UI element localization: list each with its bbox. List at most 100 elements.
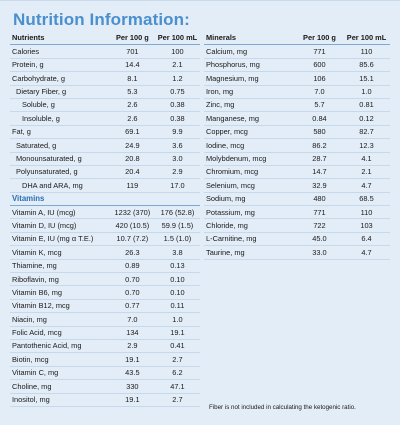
table-row: Sodium, mg 480 68.5 bbox=[204, 192, 390, 207]
per-100g-value: 480 bbox=[295, 192, 343, 207]
per-100g-value: 106 bbox=[295, 71, 343, 86]
per-100g-value: 330 bbox=[109, 379, 155, 394]
table-row: Vitamin D, IU (mcg) 420 (10.5) 59.9 (1.5) bbox=[10, 218, 200, 233]
table-row: Copper, mcg 580 82.7 bbox=[204, 125, 390, 140]
per-100ml-value: 0.11 bbox=[154, 299, 200, 314]
per-100ml-value: 0.41 bbox=[154, 339, 200, 354]
table-row: Chromium, mcg 14.7 2.1 bbox=[204, 165, 390, 180]
table-row: Molybdenum, mcg 28.7 4.1 bbox=[204, 152, 390, 166]
per-100g-value: 26.3 bbox=[109, 245, 155, 260]
per-100g-value: 722 bbox=[295, 218, 343, 233]
row-label: Selenium, mcg bbox=[204, 178, 296, 193]
per-100ml-value: 2.9 bbox=[154, 165, 200, 180]
table-row: Vitamin K, mcg 26.3 3.8 bbox=[10, 245, 200, 260]
row-label: Dietary Fiber, g bbox=[10, 85, 110, 99]
table-row: Magnesium, mg 106 15.1 bbox=[204, 71, 390, 86]
per-100ml-value: 1.0 bbox=[154, 312, 200, 327]
per-100ml-value: 0.75 bbox=[154, 85, 200, 99]
table-row: Soluble, g 2.6 0.38 bbox=[10, 98, 200, 113]
per-100ml-value: 3.8 bbox=[154, 245, 200, 260]
per-100g-value: 420 (10.5) bbox=[109, 218, 155, 233]
per-100ml-value: 3.6 bbox=[154, 138, 200, 153]
per-100ml-value: 2.7 bbox=[154, 393, 200, 407]
row-label: Carbohydrate, g bbox=[10, 71, 110, 86]
table-row: Selenium, mcg 32.9 4.7 bbox=[204, 178, 390, 193]
per-100g-value: 45.0 bbox=[295, 232, 343, 247]
per-100ml-value: 110 bbox=[343, 205, 390, 220]
per-100g-value: 7.0 bbox=[295, 85, 343, 99]
per-100g-value: 119 bbox=[109, 178, 155, 193]
page-title: Nutrition Information: bbox=[13, 10, 190, 29]
per-100g-value: 580 bbox=[295, 125, 343, 140]
nutrients-header-row: Nutrients Per 100 g Per 100 mL bbox=[10, 32, 200, 46]
row-label: Taurine, mg bbox=[204, 245, 296, 260]
per-100g-value: 20.8 bbox=[109, 152, 155, 166]
per-100g-value: 69.1 bbox=[109, 125, 155, 140]
per-100g-value: 7.0 bbox=[109, 312, 155, 327]
per-100ml-value: 4.7 bbox=[343, 178, 390, 193]
table-row: Chloride, mg 722 103 bbox=[204, 218, 390, 233]
row-label: Iron, mg bbox=[204, 85, 296, 99]
table-row: Protein, g 14.4 2.1 bbox=[10, 58, 200, 73]
table-row: Zinc, mg 5.7 0.81 bbox=[204, 98, 390, 113]
row-label: Magnesium, mg bbox=[204, 71, 296, 86]
row-label: Choline, mg bbox=[10, 379, 110, 394]
row-label: L-Carnitine, mg bbox=[204, 232, 296, 247]
row-label: DHA and ARA, mg bbox=[10, 178, 110, 193]
row-label: Calcium, mg bbox=[204, 44, 296, 59]
per-100ml-value: 1.2 bbox=[154, 71, 200, 86]
per-100ml-value: 0.38 bbox=[154, 98, 200, 113]
table-row: Fat, g 69.1 9.9 bbox=[10, 125, 200, 140]
per-100ml-value: 3.0 bbox=[154, 152, 200, 166]
table-row: Vitamin A, IU (mcg) 1232 (370) 176 (52.8) bbox=[10, 205, 200, 220]
per-100ml-value: 2.7 bbox=[154, 352, 200, 367]
section-header-row: Vitamins bbox=[10, 192, 200, 207]
row-label: Sodium, mg bbox=[204, 192, 296, 207]
per-100ml-value: 6.2 bbox=[154, 366, 200, 381]
table-row: Folic Acid, mcg 134 19.1 bbox=[10, 326, 200, 340]
ketogenic-footnote: Fiber is not included in calculating the… bbox=[209, 404, 356, 411]
row-label: Insoluble, g bbox=[10, 111, 110, 126]
per-100ml-value: 0.10 bbox=[154, 272, 200, 287]
column-header-per-100ml: Per 100 mL bbox=[154, 32, 200, 46]
per-100ml-value: 110 bbox=[343, 44, 390, 59]
per-100g-value: 701 bbox=[109, 44, 155, 59]
per-100g-value: 10.7 (7.2) bbox=[109, 232, 155, 247]
per-100ml-value: 1.0 bbox=[343, 85, 390, 99]
table-row: Calories 701 100 bbox=[10, 44, 200, 59]
nutrients-table: Nutrients Per 100 g Per 100 mL Calories 7… bbox=[10, 32, 200, 407]
per-100ml-value bbox=[154, 192, 200, 207]
per-100ml-value: 15.1 bbox=[343, 71, 390, 86]
per-100g-value: 2.6 bbox=[109, 98, 155, 113]
row-label: Fat, g bbox=[10, 125, 110, 140]
per-100ml-value: 82.7 bbox=[343, 125, 390, 140]
table-row: Calcium, mg 771 110 bbox=[204, 44, 390, 59]
row-label: Biotin, mcg bbox=[10, 352, 110, 367]
per-100ml-value: 85.6 bbox=[343, 58, 390, 73]
row-label: Folic Acid, mcg bbox=[10, 326, 110, 340]
row-label: Manganese, mg bbox=[204, 111, 296, 126]
per-100ml-value: 103 bbox=[343, 218, 390, 233]
per-100g-value: 2.9 bbox=[109, 339, 155, 354]
row-label: Chloride, mg bbox=[204, 218, 296, 233]
table-row: Vitamin B12, mcg 0.77 0.11 bbox=[10, 299, 200, 314]
per-100g-value: 33.0 bbox=[295, 245, 343, 260]
per-100g-value: 2.6 bbox=[109, 111, 155, 126]
per-100g-value bbox=[109, 192, 155, 207]
row-label: Potassium, mg bbox=[204, 205, 296, 220]
table-row: Riboflavin, mg 0.70 0.10 bbox=[10, 272, 200, 287]
per-100g-value: 14.4 bbox=[109, 58, 155, 73]
per-100g-value: 24.9 bbox=[109, 138, 155, 153]
per-100ml-value: 17.0 bbox=[154, 178, 200, 193]
table-row: Polyunsaturated, g 20.4 2.9 bbox=[10, 165, 200, 180]
per-100g-value: 0.77 bbox=[109, 299, 155, 314]
minerals-table: Minerals Per 100 g Per 100 mL Calcium, m… bbox=[204, 32, 390, 260]
per-100ml-value: 4.7 bbox=[343, 245, 390, 260]
per-100g-value: 43.5 bbox=[109, 366, 155, 381]
row-label: Zinc, mg bbox=[204, 98, 296, 113]
row-label: Vitamin D, IU (mcg) bbox=[10, 218, 110, 233]
per-100ml-value: 1.5 (1.0) bbox=[154, 232, 200, 247]
row-label: Molybdenum, mcg bbox=[204, 152, 296, 166]
row-label: Inositol, mg bbox=[10, 393, 110, 407]
table-row: Manganese, mg 0.84 0.12 bbox=[204, 111, 390, 126]
